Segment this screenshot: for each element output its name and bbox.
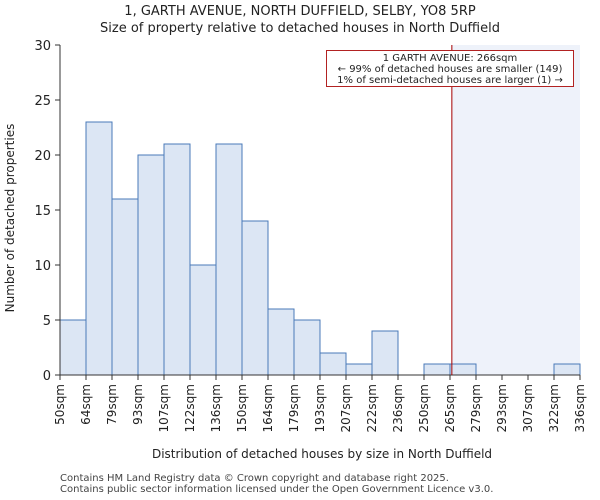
bar-93sqm — [137, 154, 165, 376]
x-tick-label-150sqm: 150sqm — [235, 384, 249, 432]
y-tick-label-25: 25 — [34, 94, 51, 109]
bar-193sqm — [319, 352, 347, 376]
x-tick-label-293sqm: 293sqm — [495, 384, 509, 432]
x-tick-label-64sqm: 64sqm — [79, 384, 93, 425]
bar-122sqm — [189, 264, 217, 376]
y-tick-label-30: 30 — [34, 39, 51, 54]
bar-64sqm — [85, 121, 113, 376]
x-tick-label-136sqm: 136sqm — [209, 384, 223, 432]
footer-copyright: Contains HM Land Registry data © Crown c… — [60, 473, 449, 484]
bar-107sqm — [163, 143, 191, 376]
annotation-line2: ← 99% of detached houses are smaller (14… — [337, 64, 563, 75]
y-tick-label-20: 20 — [34, 149, 51, 164]
x-tick-label-93sqm: 93sqm — [131, 384, 145, 425]
bar-164sqm — [267, 308, 295, 376]
annotation-line1: 1 GARTH AVENUE: 266sqm — [382, 53, 518, 64]
x-tick-label-79sqm: 79sqm — [105, 384, 119, 425]
x-tick-label-250sqm: 250sqm — [417, 384, 431, 432]
bar-150sqm — [241, 220, 269, 376]
x-tick-label-265sqm: 265sqm — [443, 384, 457, 432]
x-tick-label-122sqm: 122sqm — [183, 384, 197, 432]
annotation-line3: 1% of semi-detached houses are larger (1… — [337, 75, 563, 86]
bar-179sqm — [293, 319, 321, 376]
x-tick-label-179sqm: 179sqm — [287, 384, 301, 432]
x-tick-label-107sqm: 107sqm — [157, 384, 171, 432]
bar-207sqm — [345, 363, 373, 376]
x-tick-label-279sqm: 279sqm — [469, 384, 483, 432]
bar-136sqm — [215, 143, 243, 376]
x-tick-label-164sqm: 164sqm — [261, 384, 275, 432]
x-tick-label-50sqm: 50sqm — [53, 384, 67, 425]
larger-region-shade — [451, 45, 580, 375]
property-annotation-box: 1 GARTH AVENUE: 266sqm ← 99% of detached… — [326, 50, 574, 87]
bar-79sqm — [111, 198, 139, 376]
x-tick-label-307sqm: 307sqm — [521, 384, 535, 432]
bar-322sqm — [553, 363, 581, 376]
x-tick-label-322sqm: 322sqm — [547, 384, 561, 432]
chart-title-line2: Size of property relative to detached ho… — [100, 21, 500, 36]
x-tick-label-193sqm: 193sqm — [313, 384, 327, 432]
y-tick-label-10: 10 — [34, 259, 51, 274]
y-axis-title: Number of detached properties — [3, 124, 17, 313]
x-tick-label-236sqm: 236sqm — [391, 384, 405, 432]
bar-50sqm — [59, 319, 87, 376]
footer-licence: Contains public sector information licen… — [60, 484, 494, 495]
x-axis-title: Distribution of detached houses by size … — [152, 447, 492, 461]
bar-265sqm — [449, 363, 477, 376]
y-tick-label-15: 15 — [34, 204, 51, 219]
x-tick-label-336sqm: 336sqm — [573, 384, 587, 432]
y-tick-label-5: 5 — [43, 314, 51, 329]
bar-222sqm — [371, 330, 399, 376]
bar-250sqm — [423, 363, 451, 376]
x-tick-label-207sqm: 207sqm — [339, 384, 353, 432]
x-tick-label-222sqm: 222sqm — [365, 384, 379, 432]
y-tick-label-0: 0 — [43, 369, 51, 384]
chart-title-line1: 1, GARTH AVENUE, NORTH DUFFIELD, SELBY, … — [124, 4, 476, 19]
